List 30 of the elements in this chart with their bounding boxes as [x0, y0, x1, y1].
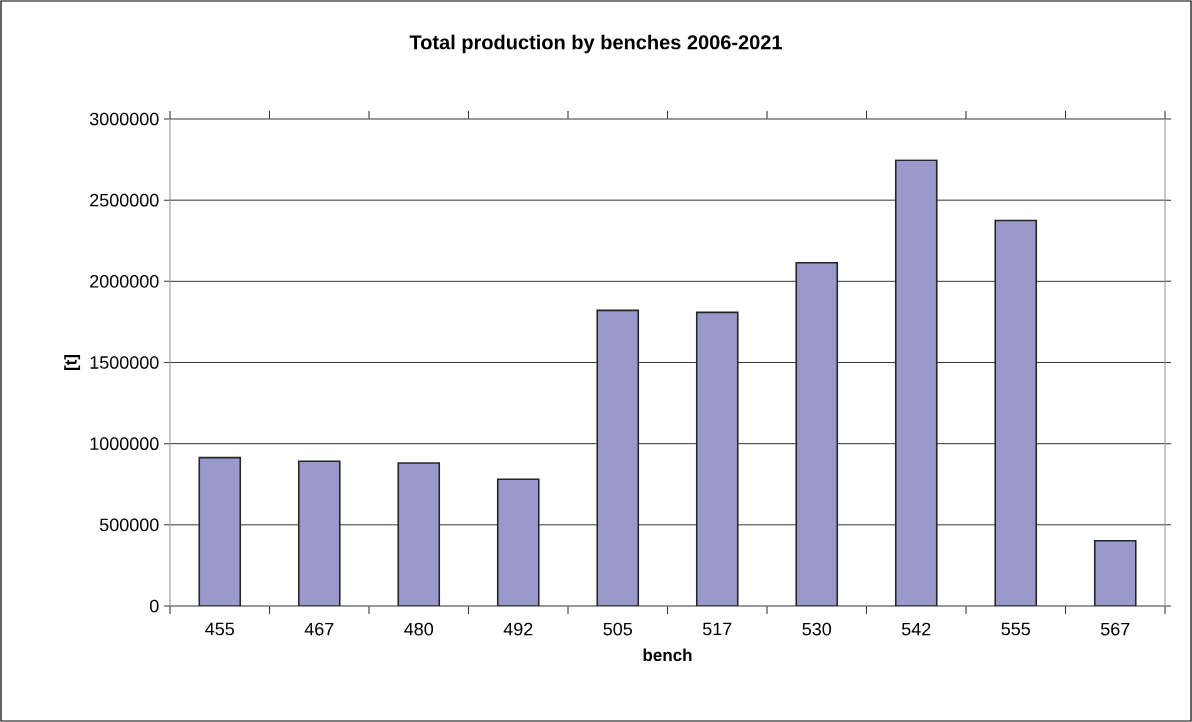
- y-tick-label: 3000000: [89, 112, 159, 126]
- y-tick-label: 0: [149, 599, 159, 613]
- y-axis-title: [t]: [64, 354, 81, 371]
- y-tick-label: 1500000: [90, 356, 159, 369]
- y-tick-label: 500000: [99, 518, 159, 532]
- bar: [198, 456, 242, 606]
- bar: [397, 462, 441, 606]
- x-tick-label: 505: [603, 622, 633, 636]
- bar: [596, 309, 640, 606]
- bar: [695, 311, 739, 606]
- x-tick-label: 567: [1100, 622, 1130, 636]
- x-axis-title: bench: [643, 648, 692, 662]
- bar: [994, 219, 1038, 606]
- bar: [795, 262, 839, 606]
- x-tick-label: 492: [503, 622, 533, 636]
- bar: [496, 478, 540, 606]
- x-tick-label: 542: [901, 622, 931, 636]
- x-tick-label: 455: [205, 622, 235, 636]
- y-tick-label: 2000000: [90, 274, 159, 288]
- x-tick-label: 480: [404, 622, 434, 636]
- x-tick-label: 467: [304, 622, 334, 636]
- y-tick-label: 2500000: [90, 193, 159, 207]
- bar: [1093, 539, 1137, 606]
- x-tick-label: 517: [702, 622, 732, 636]
- x-tick-label: 530: [802, 622, 832, 636]
- chart-title: Total production by benches 2006-2021: [409, 34, 782, 54]
- bar: [894, 159, 938, 606]
- x-tick-label: 555: [1001, 622, 1031, 636]
- bar: [297, 460, 341, 606]
- y-tick-label: 1000000: [90, 437, 159, 451]
